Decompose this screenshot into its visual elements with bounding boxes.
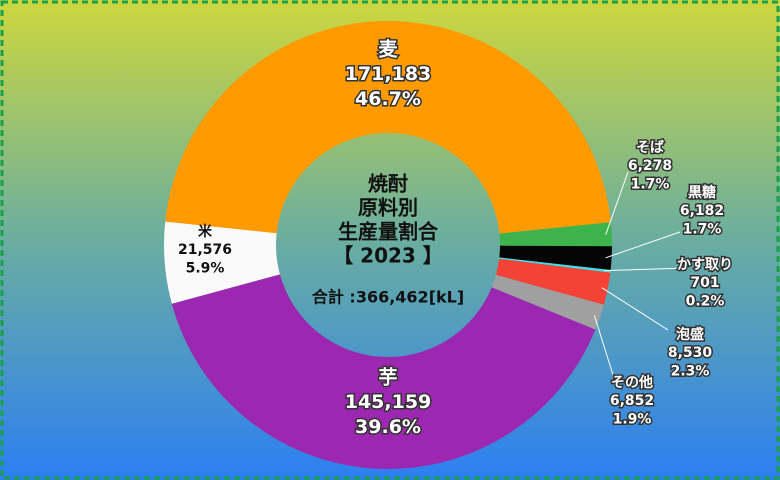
data-label: 米 [198, 223, 213, 240]
data-label: 701 [690, 275, 719, 291]
leader-line [604, 267, 689, 272]
slice [165, 20, 611, 234]
data-label: 黒糖 [688, 184, 716, 201]
slice [495, 258, 611, 305]
slice [499, 245, 612, 270]
data-label: 6,182 [680, 203, 724, 219]
data-label: 46.7% [355, 88, 421, 110]
data-label: 6,852 [610, 393, 654, 409]
leader-line [601, 287, 669, 331]
slice [491, 274, 604, 330]
slice [171, 274, 596, 470]
chart-title: 焼酎 [368, 172, 408, 196]
chart-title: 【 2023 】 [333, 244, 443, 268]
data-label: 171,183 [345, 63, 432, 85]
data-label: 1.9% [613, 411, 652, 427]
chart-title: 生産量割合 [338, 220, 439, 244]
data-label: 145,159 [345, 391, 432, 413]
slice [499, 257, 611, 273]
data-label: そば [636, 140, 664, 156]
data-label: 1.7% [683, 221, 722, 237]
data-label: 泡盛 [676, 326, 704, 343]
data-label: 芋 [378, 367, 397, 389]
total-label: 合計 :366,462[kL] [312, 288, 464, 307]
data-label: 1.7% [631, 176, 670, 192]
chart-title: 原料別 [358, 196, 418, 220]
leader-line [605, 231, 681, 259]
data-label: 5.9% [186, 260, 225, 276]
data-label: かす取り [677, 257, 733, 273]
data-label: 39.6% [355, 416, 421, 438]
data-label: 2.3% [671, 363, 710, 379]
data-label: 8,530 [668, 345, 713, 361]
data-label: 6,278 [628, 158, 672, 174]
data-label: 麦 [378, 38, 398, 61]
leader-line [593, 315, 615, 379]
slice [164, 221, 280, 304]
leader-line [605, 171, 629, 235]
slice [499, 222, 612, 247]
data-label: 0.2% [686, 293, 725, 309]
data-label: 21,576 [178, 242, 232, 258]
data-label: その他 [611, 374, 653, 391]
